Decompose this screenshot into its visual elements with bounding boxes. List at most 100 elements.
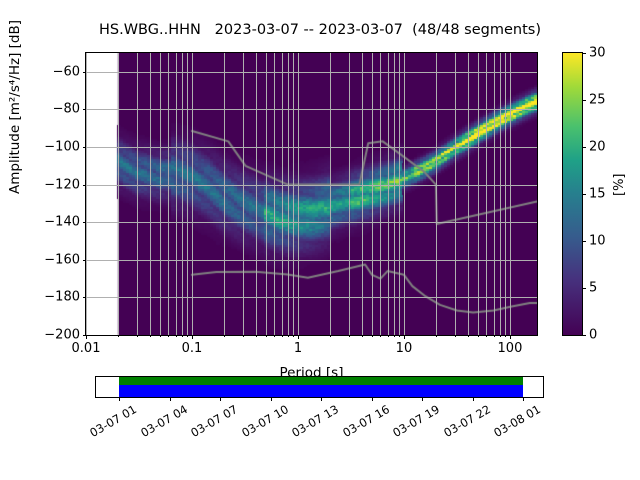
page-title: HS.WBG..HHN 2023-03-07 -- 2023-03-07 (48… <box>99 22 541 38</box>
x-tick <box>505 335 507 337</box>
gridline-vertical <box>493 53 495 335</box>
colorbar-tick-label: 15 <box>589 186 606 202</box>
gridline-horizontal <box>86 184 537 186</box>
timeline-tick <box>119 397 120 401</box>
data-coverage-timeline[interactable]: 03-07 01 03-07 04 03-07 07 03-07 10 03-07 13… <box>87 376 544 440</box>
y-tick-label: −100 <box>44 139 80 155</box>
timeline-tick-label: 03-07 04 <box>137 402 190 440</box>
y-tick <box>82 222 86 224</box>
gridline-vertical <box>181 53 183 335</box>
colorbar-tick <box>582 147 586 148</box>
timeline-tick-label: 03-07 19 <box>390 402 442 440</box>
gridline-vertical <box>361 53 363 335</box>
colorbar-tick <box>582 53 586 54</box>
y-tick <box>82 71 86 73</box>
timeline-tick-label: 03-07 01 <box>87 402 139 440</box>
y-tick-label: −60 <box>52 64 80 80</box>
gridline-vertical <box>329 53 331 335</box>
x-tick <box>175 335 177 337</box>
x-tick <box>160 335 162 337</box>
timeline-tick-label: 03-07 22 <box>440 402 493 440</box>
gridline-vertical <box>266 53 268 335</box>
gridline-vertical <box>160 53 162 335</box>
gridline-horizontal <box>86 222 537 224</box>
x-tick <box>393 335 395 337</box>
x-tick <box>478 335 480 337</box>
y-tick-label: −140 <box>44 214 80 230</box>
colorbar-tick <box>582 100 586 101</box>
gridline-vertical <box>509 53 511 335</box>
y-tick <box>82 184 86 186</box>
gridline-vertical <box>86 53 87 335</box>
gridline-vertical <box>242 53 244 335</box>
coverage-bar-blue <box>119 385 523 397</box>
gridline-vertical <box>478 53 480 335</box>
x-tick <box>223 335 225 337</box>
x-tick <box>380 335 382 337</box>
x-tick <box>168 335 170 337</box>
gridline-vertical <box>187 53 189 335</box>
gridline-vertical <box>454 53 456 335</box>
gridline-vertical <box>191 53 193 335</box>
x-tick <box>255 335 257 337</box>
x-tick <box>136 335 138 337</box>
gridline-vertical <box>380 53 382 335</box>
x-tick-label: 10 <box>395 341 413 356</box>
colorbar-tick <box>582 241 586 242</box>
x-tick <box>117 335 119 337</box>
x-tick <box>348 335 350 337</box>
gridline-horizontal <box>86 297 537 299</box>
x-tick <box>242 335 244 337</box>
colorbar-unit-label: [%] <box>612 173 627 197</box>
x-tick <box>435 335 437 337</box>
colorbar-tick <box>582 288 586 289</box>
gridline-vertical <box>297 53 299 335</box>
x-tick <box>372 335 374 337</box>
colorbar-tick-label: 10 <box>589 233 606 249</box>
x-tick <box>399 335 401 337</box>
gridline-vertical <box>505 53 507 335</box>
gridline-vertical <box>149 53 151 335</box>
gridline-horizontal <box>86 147 537 148</box>
gridline-vertical <box>435 53 437 335</box>
x-tick <box>509 335 511 339</box>
y-tick-label: −200 <box>44 327 80 343</box>
x-tick <box>181 335 183 337</box>
x-tick <box>403 335 405 339</box>
x-tick <box>387 335 389 337</box>
gridline-vertical <box>403 53 405 335</box>
gridline-vertical <box>117 53 119 335</box>
y-tick <box>82 297 86 299</box>
x-tick <box>149 335 151 337</box>
coverage-bar-green <box>119 377 523 385</box>
gridline-horizontal <box>86 109 537 111</box>
colorbar-tick <box>582 335 586 336</box>
timeline-tick-label: 03-08 01 <box>491 402 543 440</box>
x-tick <box>287 335 289 337</box>
x-tick <box>499 335 501 337</box>
y-tick <box>82 109 86 111</box>
x-tick <box>281 335 283 337</box>
timeline-tick <box>422 397 423 401</box>
timeline-tick <box>321 397 322 401</box>
gridline-vertical <box>486 53 488 335</box>
x-tick <box>187 335 189 337</box>
x-tick <box>454 335 456 337</box>
y-tick <box>82 147 86 148</box>
x-tick <box>266 335 268 337</box>
gridline-vertical <box>467 53 469 335</box>
colorbar[interactable]: 0 5 10 15 20 25 30 <box>562 46 606 343</box>
x-tick-label: 1 <box>293 341 303 356</box>
colorbar-tick-label: 5 <box>589 280 598 296</box>
y-axis-label: Amplitude [m²/s⁴/Hz] [dB] <box>7 19 23 194</box>
colorbar-tick-label: 25 <box>589 92 606 108</box>
y-tick <box>82 335 86 336</box>
timeline-tick-label: 03-07 10 <box>238 402 291 440</box>
x-tick <box>361 335 363 337</box>
gridline-vertical <box>274 53 276 335</box>
timeline-tick <box>371 397 373 401</box>
timeline-tick <box>523 397 524 401</box>
ppsd-plot-area[interactable]: 0.01 0.1 1 10 100 −60 −80 −100 −120 −140 −160 −180 −… <box>44 52 538 356</box>
colorbar-tick-label: 20 <box>589 139 606 155</box>
x-tick <box>467 335 469 337</box>
